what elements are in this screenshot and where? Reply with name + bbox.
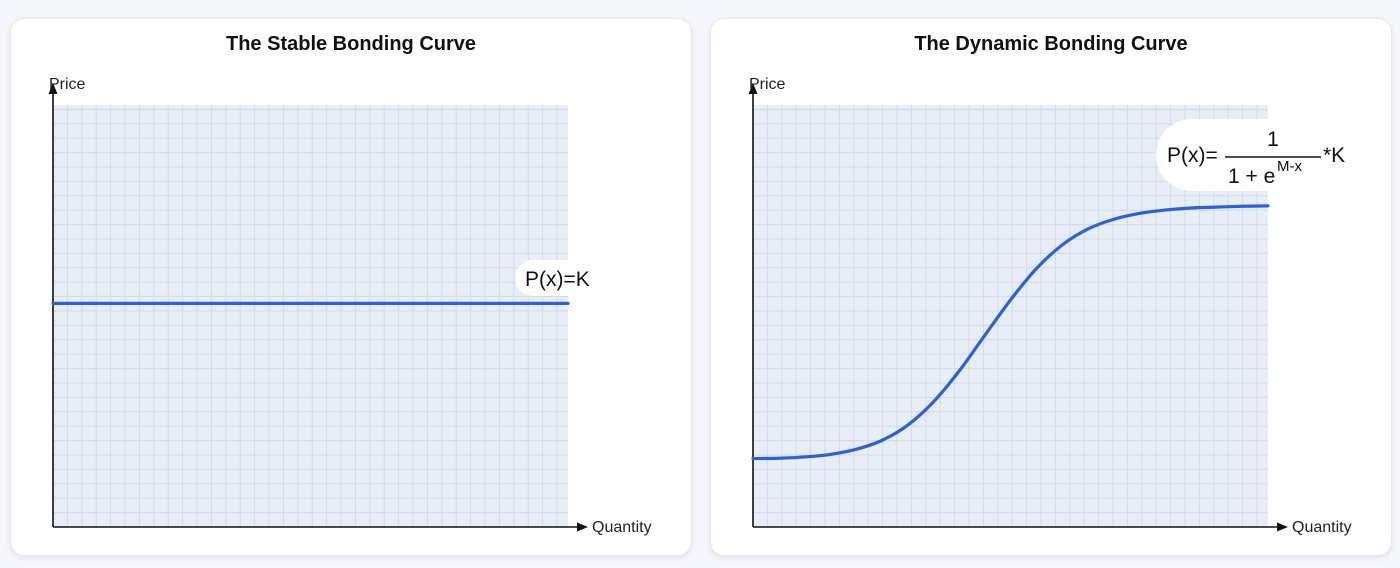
equation-label: P(x)=K [515,260,599,296]
chart-title: The Dynamic Bonding Curve [914,33,1188,55]
x-axis-label: Quantity [1292,519,1352,536]
chart-title: The Stable Bonding Curve [225,33,477,55]
x-axis-label: Quantity [592,519,652,536]
dynamic-curve-panel: The Dynamic Bonding Curve Price Quantity P… [710,18,1392,556]
grid [53,105,568,527]
equation-numerator: 1 [1267,128,1279,151]
equation-text: P(x)=K [525,268,590,291]
stable-curve-chart: Price Quantity P(x)=K [48,76,652,536]
stable-curve-panel: The Stable Bonding Curve Price Quantity P(… [10,18,692,556]
equation-denominator: 1 + e [1228,165,1275,188]
equation-bubble [515,260,599,296]
equation-exponent: M-x [1277,158,1302,175]
y-axis-arrow [48,83,58,94]
equation-label: P(x)= 1 1 + e M-x *K [1156,119,1354,191]
curve-line [751,204,1270,461]
x-axis-arrow [577,522,588,532]
equation-prefix: P(x)= [1167,144,1218,167]
dynamic-curve-chart: Price Quantity P(x)= 1 1 + e M-x *K [748,76,1354,536]
y-axis-label: Price [749,76,786,93]
y-axis-label: Price [49,76,86,93]
plot-area [53,105,568,527]
equation-bubble [1156,119,1354,191]
x-axis-arrow [1277,522,1288,532]
y-axis-arrow [748,83,758,94]
equation-suffix: *K [1323,144,1345,167]
